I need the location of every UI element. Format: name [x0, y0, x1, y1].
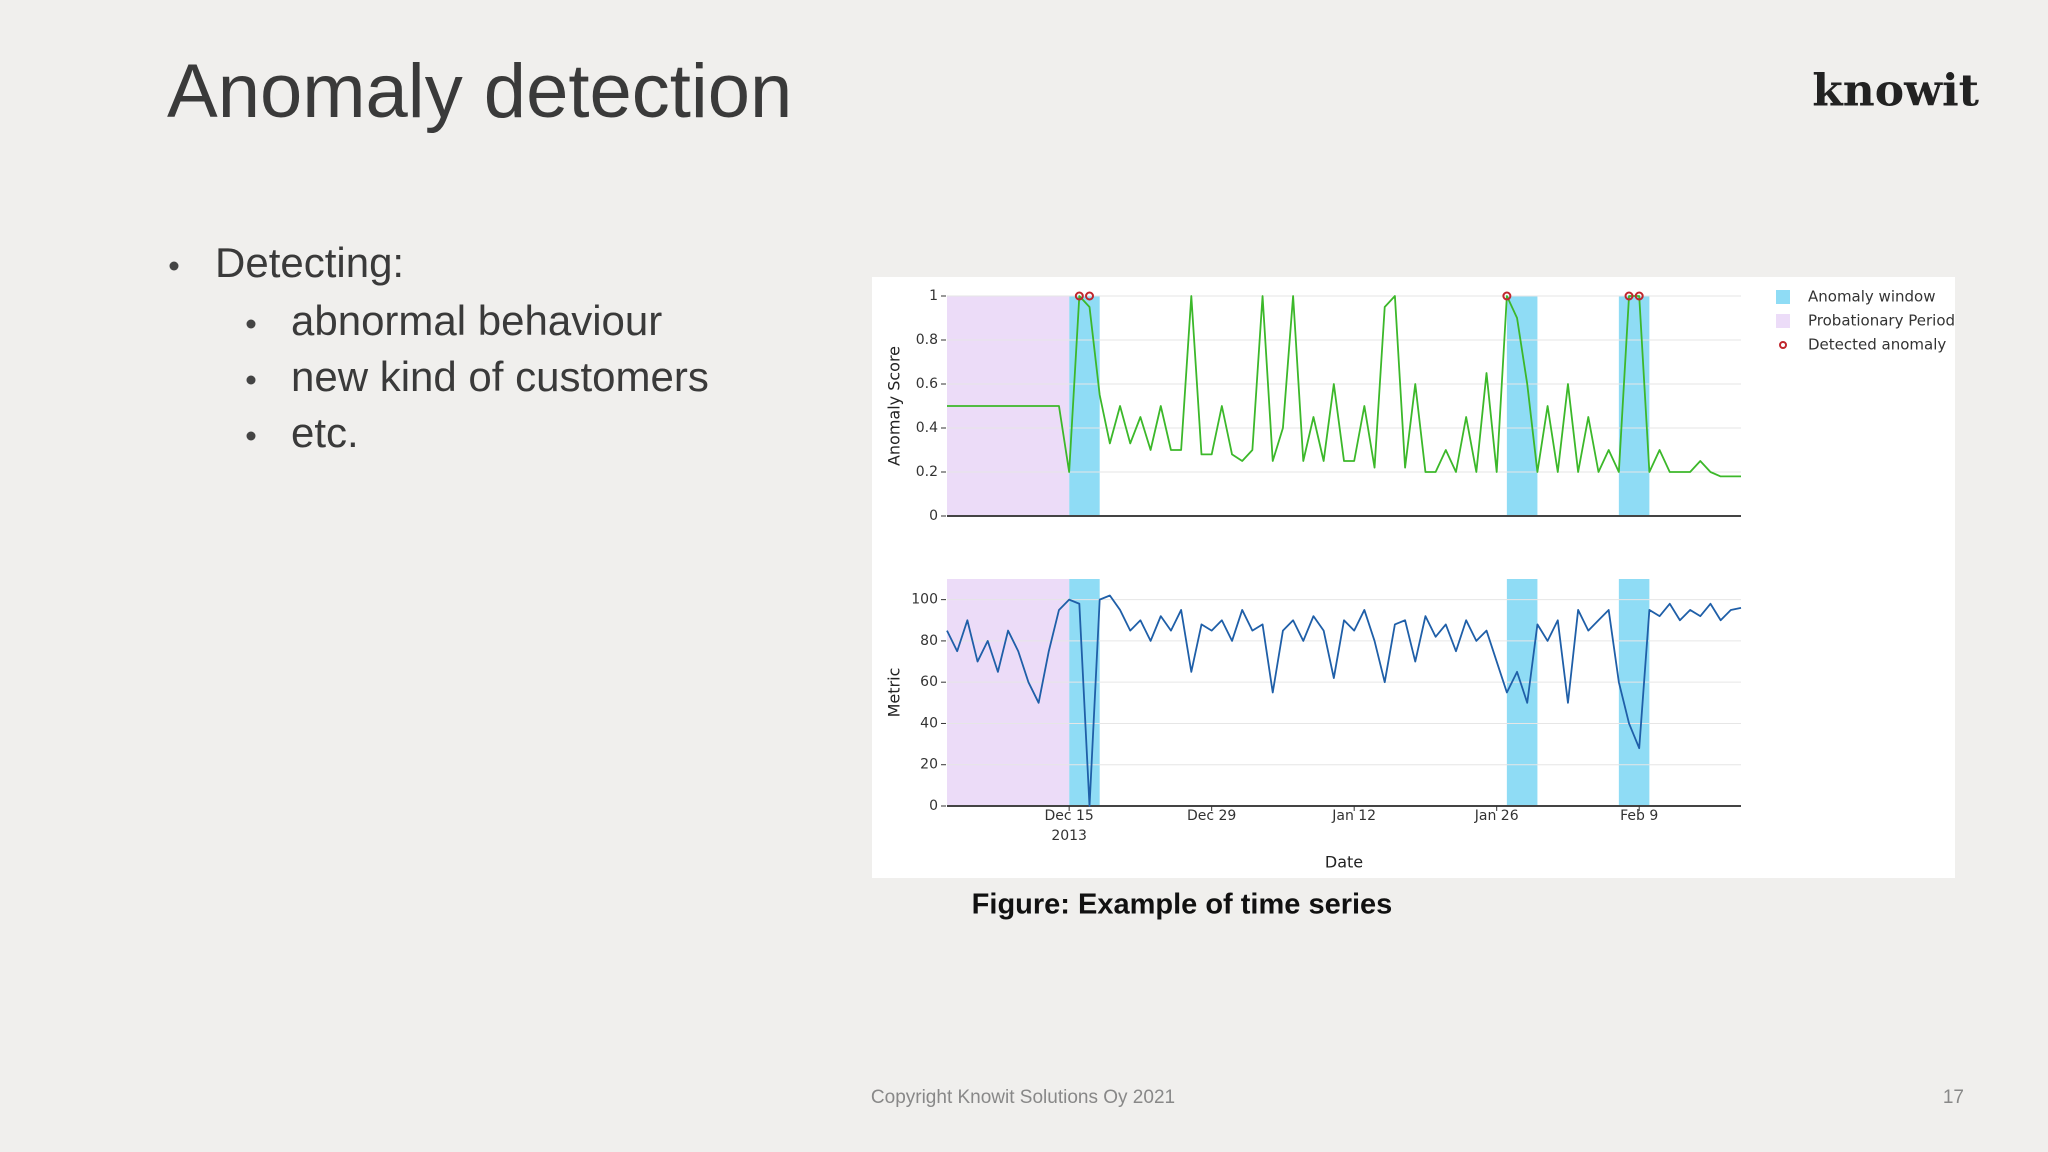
- x-axis-title: Date: [1325, 853, 1363, 872]
- x-tick-label: Dec 15 2013: [1044, 808, 1093, 844]
- y-tick-label: 60: [920, 674, 938, 690]
- legend-swatch: [1776, 290, 1790, 304]
- shaded-region: [1069, 296, 1100, 516]
- legend-swatch: [1776, 314, 1790, 328]
- y-axis-title: Anomaly Score: [885, 346, 904, 466]
- bullet-dot: [246, 431, 256, 441]
- logo: knowit: [1812, 66, 1979, 117]
- figure-charts: 0 0.2 0.4 0.6 0.8 1 Anomaly Score Anomaly windo…: [885, 288, 1956, 872]
- shaded-region: [1618, 579, 1650, 806]
- y-tick-label: 0.6: [916, 376, 938, 392]
- anomaly-marker: [1634, 291, 1644, 301]
- y-tick-label: 1: [929, 288, 938, 304]
- anomaly-marker: [1085, 291, 1095, 301]
- y-axis-title: Metric: [885, 668, 904, 718]
- sub-bullet-text: new kind of customers: [291, 353, 709, 400]
- bullet-dot: [246, 319, 256, 329]
- legend-label: Anomaly window: [1808, 288, 1935, 306]
- y-tick-label: 0: [929, 508, 938, 524]
- shaded-region: [947, 579, 1070, 806]
- y-tick-label: 40: [920, 715, 938, 731]
- bullet-dot: [169, 261, 179, 271]
- shaded-region: [1506, 296, 1538, 516]
- legend-swatch: [1779, 341, 1787, 349]
- page-number: 17: [1943, 1087, 1964, 1108]
- y-tick-label: 0.8: [916, 332, 938, 348]
- y-tick-label: 80: [920, 633, 938, 649]
- sub-bullet-text: etc.: [291, 409, 359, 456]
- y-tick-label: 100: [911, 592, 938, 608]
- x-tick-label: Jan 12: [1331, 808, 1376, 824]
- anomaly-marker: [1074, 291, 1084, 301]
- shaded-region: [1618, 296, 1650, 516]
- data-line: [947, 295, 1741, 478]
- bullet-dot: [246, 375, 256, 385]
- shaded-region: [1506, 579, 1538, 806]
- footer: Copyright Knowit Solutions Oy 2021: [871, 1087, 1175, 1108]
- data-line: [946, 594, 1742, 807]
- anomaly-marker: [1502, 291, 1512, 301]
- x-tick-label: Jan 26: [1474, 808, 1519, 824]
- anomaly-marker: [1624, 291, 1634, 301]
- y-tick-label: 0.4: [916, 420, 938, 436]
- legend-label: Probationary Period: [1808, 312, 1955, 330]
- bullet-text: Detecting:: [215, 239, 404, 286]
- slide-title: Anomaly detection: [167, 49, 792, 134]
- figure-caption: Figure: Example of time series: [972, 889, 1393, 921]
- legend-label: Detected anomaly: [1808, 336, 1946, 354]
- y-tick-label: 0.2: [916, 464, 938, 480]
- y-tick-label: 0: [929, 798, 938, 814]
- x-tick-label: Dec 29: [1187, 808, 1236, 824]
- sub-bullet-text: abnormal behaviour: [291, 297, 662, 344]
- y-tick-label: 20: [920, 757, 938, 773]
- x-tick-label: Feb 9: [1620, 808, 1658, 824]
